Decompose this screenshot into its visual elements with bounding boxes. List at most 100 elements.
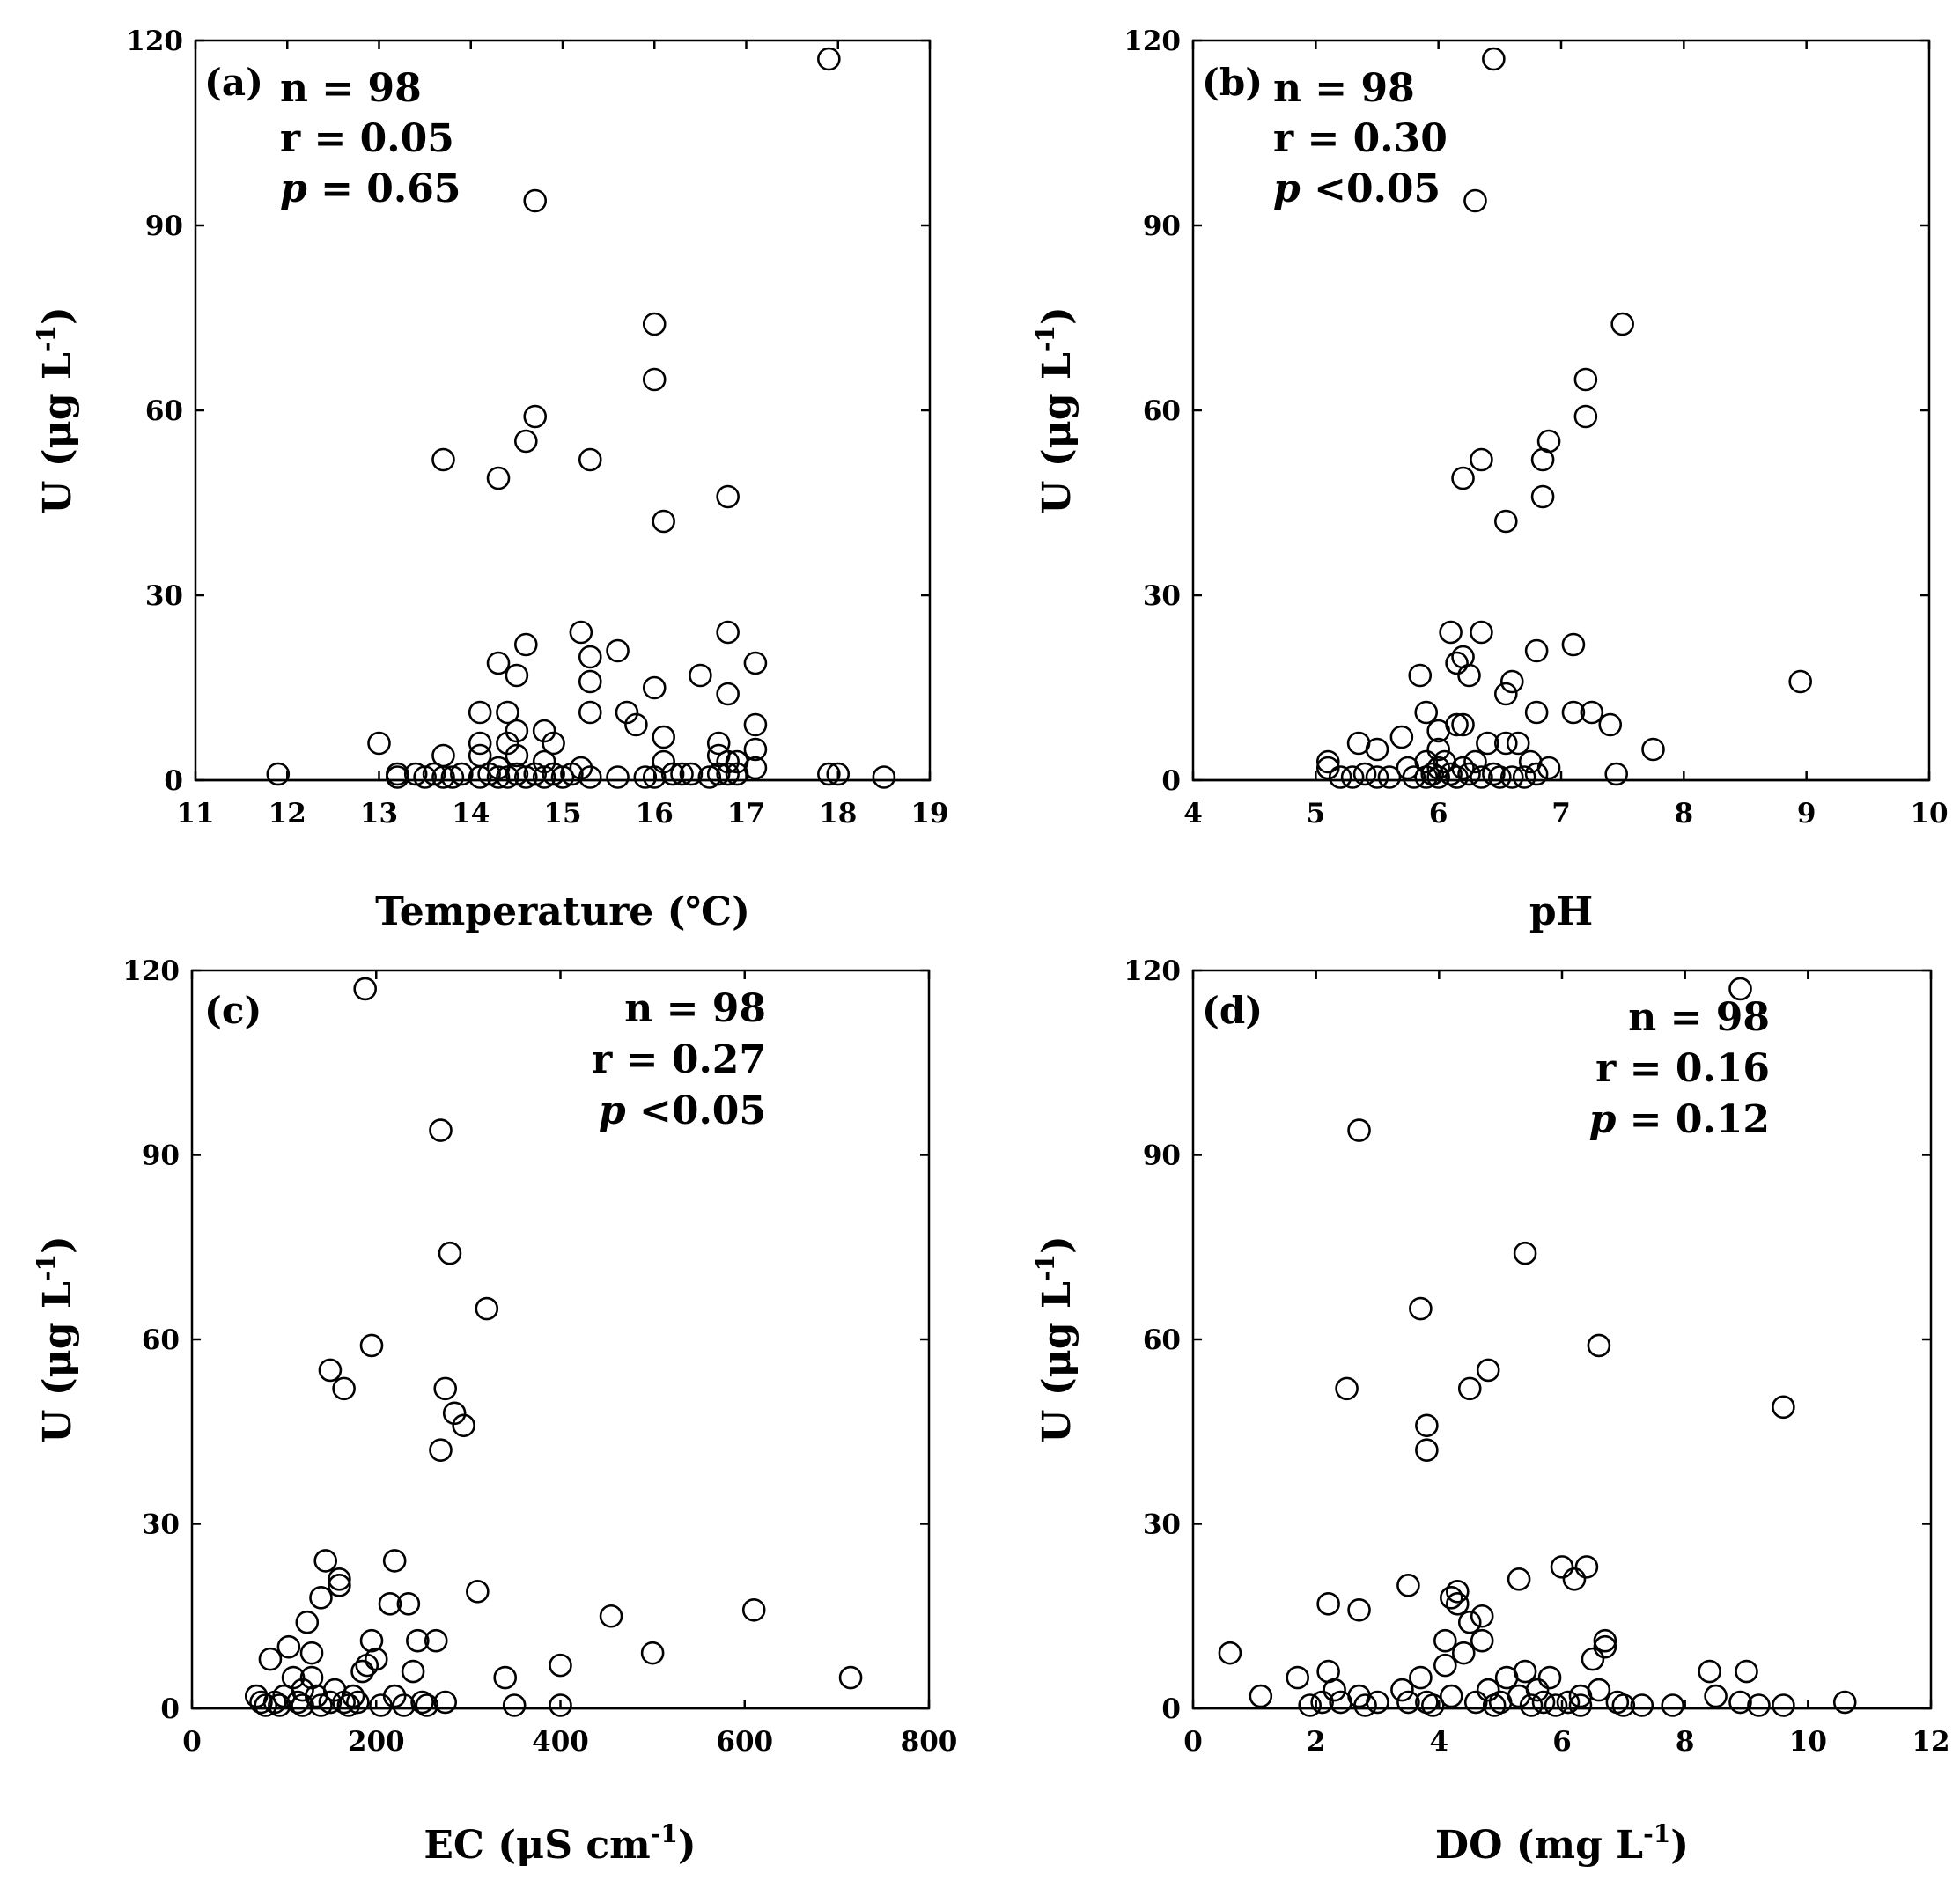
panel-a-points xyxy=(266,47,896,789)
panel-d-data-point xyxy=(1409,1665,1433,1690)
panel-c-data-point xyxy=(350,1659,374,1684)
panel-d-data-point xyxy=(1415,1413,1439,1438)
panel-c-data-point xyxy=(429,1118,453,1142)
panel-b-data-point xyxy=(1598,712,1623,737)
panel-a-data-point xyxy=(505,743,529,768)
panel-c: 0 200 400 600 800 0 30 60 90 120 (c) n = 98 r = 0… xyxy=(32,955,957,1868)
panel-d-data-point xyxy=(1440,1684,1463,1708)
panel-a-label: (a) xyxy=(204,61,263,104)
panel-c-x-tick-label: 200 xyxy=(348,1726,405,1758)
panel-b-x-tick-label: 9 xyxy=(1797,798,1816,830)
panel-b-data-point xyxy=(1470,765,1493,789)
panel-d-stat-p: p = 0.12 xyxy=(1589,1097,1770,1142)
panel-a-data-point xyxy=(422,762,446,786)
panel-a-data-point xyxy=(486,651,511,675)
panel-c-data-point xyxy=(378,1591,402,1616)
panel-d-data-point xyxy=(1704,1684,1728,1708)
panel-c-data-point xyxy=(452,1413,475,1438)
panel-d-data-point xyxy=(1519,1693,1544,1717)
panel-d-data-point xyxy=(1353,1693,1377,1717)
panel-c-data-point xyxy=(328,1567,351,1591)
panel-b-data-point xyxy=(1426,737,1450,762)
panel-d-data-point xyxy=(1525,1678,1550,1702)
panel-d-data-point xyxy=(1550,1555,1574,1579)
panel-a-x-tick-label: 16 xyxy=(636,798,674,830)
panel-a-data-point xyxy=(450,762,474,786)
panel-a-data-point xyxy=(615,700,639,725)
panel-a-data-point xyxy=(403,762,428,786)
panel-c-data-point xyxy=(254,1693,278,1717)
panel-d-data-point xyxy=(1507,1567,1531,1591)
panel-c-x-tick-label: 400 xyxy=(532,1726,589,1758)
panel-c-data-point xyxy=(741,1597,766,1622)
panel-c-data-point xyxy=(328,1574,351,1597)
panel-d-y-tick-label: 90 xyxy=(1143,1140,1181,1172)
panel-c-data-point xyxy=(549,1693,572,1717)
panel-b-data-point xyxy=(1476,731,1499,756)
panel-c-stat-r: r = 0.27 xyxy=(592,1037,766,1082)
panel-a-data-point xyxy=(660,762,685,786)
panel-a-data-point xyxy=(532,719,556,743)
panel-c-x-tick-label: 600 xyxy=(716,1726,773,1758)
panel-d-x-tick-label: 4 xyxy=(1430,1726,1449,1758)
panel-a-data-point xyxy=(817,47,841,71)
panel-d-data-point xyxy=(1249,1684,1273,1708)
panel-c-data-point xyxy=(599,1604,623,1628)
panel-b-x-tick-label: 10 xyxy=(1910,798,1948,830)
panel-b-data-point xyxy=(1788,669,1812,694)
panel-d-data-point xyxy=(1728,977,1752,1001)
panel-b-x-axis-title: pH xyxy=(1529,889,1593,934)
panel-a-data-point xyxy=(652,509,675,534)
panel-d-data-point xyxy=(1445,1580,1470,1604)
panel-c-data-point xyxy=(549,1653,572,1678)
panel-a-data-point xyxy=(468,731,492,756)
panel-d-data-point xyxy=(1772,1395,1795,1420)
panel-c-frame xyxy=(190,969,931,1710)
panel-d-data-point xyxy=(1698,1659,1721,1684)
panel-c-ticks: 0 200 400 600 800 0 30 60 90 120 xyxy=(122,955,957,1758)
panel-d-data-point xyxy=(1409,1296,1433,1321)
panel-d-data-point xyxy=(1298,1693,1322,1717)
panel-c-data-point xyxy=(295,1610,320,1634)
panel-d-data-point xyxy=(1513,1659,1537,1684)
panel-b-data-point xyxy=(1524,638,1549,663)
panel-c-data-point xyxy=(466,1580,490,1604)
panel-d-data-point xyxy=(1390,1678,1414,1702)
panel-c-data-point xyxy=(291,1678,314,1702)
panel-b-y-tick-label: 120 xyxy=(1124,26,1181,57)
panel-b-data-point xyxy=(1451,712,1475,737)
panel-a-p-symbol: p xyxy=(280,166,307,211)
panel-d-data-point xyxy=(1421,1693,1445,1717)
panel-a-data-point xyxy=(386,765,409,789)
panel-d-stat-n: n = 98 xyxy=(1628,995,1770,1040)
panel-c-data-point xyxy=(424,1628,448,1653)
panel-d-x-tick-label: 12 xyxy=(1912,1726,1949,1758)
panel-d-data-point xyxy=(1396,1690,1420,1715)
panel-c-data-point xyxy=(429,1438,453,1462)
panel-d-data-point xyxy=(1457,1376,1482,1401)
panel-a-y-axis-title: U (μg L-1) xyxy=(32,306,80,514)
panel-b-data-point xyxy=(1445,651,1469,675)
panel-c-y-tick-label: 0 xyxy=(160,1693,180,1725)
panel-a-data-point xyxy=(505,719,529,743)
panel-d-x-tick-label: 0 xyxy=(1183,1726,1203,1758)
panel-b-data-point xyxy=(1315,749,1340,774)
panel-b-data-point xyxy=(1315,756,1340,780)
panel-a-data-point xyxy=(513,632,538,657)
panel-d-data-point xyxy=(1574,1555,1599,1579)
panel-a-data-point xyxy=(642,367,667,392)
panel-c-p-value: <0.05 xyxy=(626,1088,766,1133)
panel-c-x-tick-label: 800 xyxy=(901,1726,958,1758)
panel-d-stat-r: r = 0.16 xyxy=(1595,1046,1770,1091)
panel-a-x-tick-label: 12 xyxy=(269,798,306,830)
panel-b-data-point xyxy=(1499,765,1524,789)
panel-a-data-point xyxy=(532,765,556,789)
panel-b-data-point xyxy=(1426,765,1450,789)
panel-b-data-point xyxy=(1604,762,1628,786)
panel-d-data-point xyxy=(1587,1678,1611,1702)
panel-a-x-tick-label: 15 xyxy=(543,798,581,830)
panel-c-data-point xyxy=(406,1628,430,1653)
panel-c-data-point xyxy=(442,1401,467,1426)
panel-c-data-point xyxy=(838,1665,863,1690)
